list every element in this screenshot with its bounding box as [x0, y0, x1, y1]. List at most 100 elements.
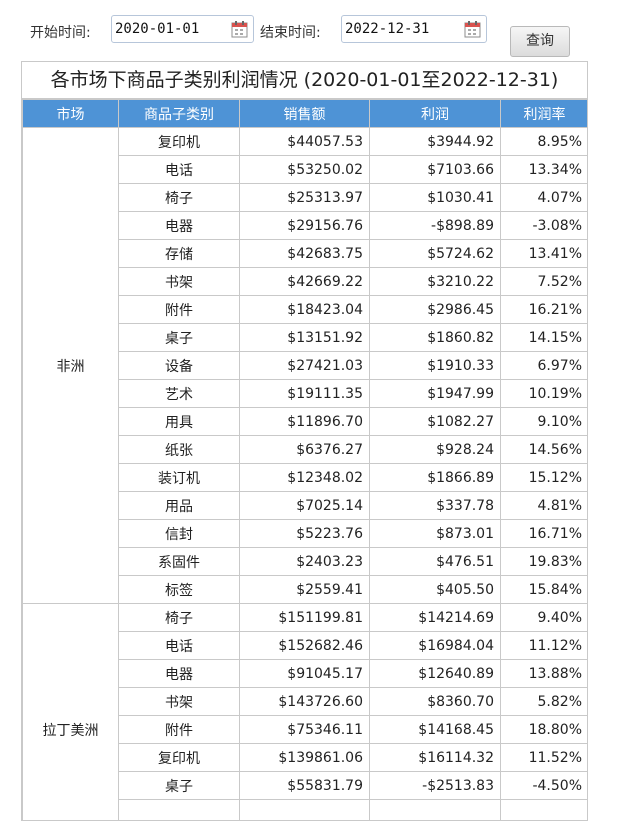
profit-cell: $14214.69	[370, 604, 501, 632]
profit-cell: $1910.33	[370, 352, 501, 380]
profit-cell: $1947.99	[370, 380, 501, 408]
subcategory-cell: 椅子	[119, 604, 240, 632]
margin-cell: 13.34%	[501, 156, 589, 184]
sales-cell: $55831.79	[240, 772, 370, 800]
column-header-subcategory: 商品子类别	[119, 100, 240, 128]
sales-cell: $18423.04	[240, 296, 370, 324]
sales-cell: $7025.14	[240, 492, 370, 520]
profit-cell: $405.50	[370, 576, 501, 604]
margin-cell: 9.10%	[501, 408, 589, 436]
subcategory-cell: 复印机	[119, 744, 240, 772]
sales-cell: $42683.75	[240, 240, 370, 268]
profit-cell: $3210.22	[370, 268, 501, 296]
profit-cell: $12640.89	[370, 660, 501, 688]
sales-cell: $151199.81	[240, 604, 370, 632]
column-header-profit: 利润	[370, 100, 501, 128]
sales-cell: $53250.02	[240, 156, 370, 184]
margin-cell: 13.88%	[501, 660, 589, 688]
subcategory-cell: 用品	[119, 492, 240, 520]
sales-cell: $2403.23	[240, 548, 370, 576]
subcategory-cell: 电话	[119, 632, 240, 660]
sales-cell: $11896.70	[240, 408, 370, 436]
sales-cell: $139861.06	[240, 744, 370, 772]
subcategory-cell: 附件	[119, 716, 240, 744]
margin-cell: 11.52%	[501, 744, 589, 772]
subcategory-cell: 桌子	[119, 324, 240, 352]
sales-cell: $91045.17	[240, 660, 370, 688]
query-button[interactable]: 查询	[510, 26, 570, 57]
sales-cell: $5223.76	[240, 520, 370, 548]
profit-cell: $16984.04	[370, 632, 501, 660]
subcategory-cell: 桌子	[119, 772, 240, 800]
profit-cell: $476.51	[370, 548, 501, 576]
subcategory-cell: 装订机	[119, 464, 240, 492]
column-header-market: 市场	[23, 100, 119, 128]
table-header-row: 市场 商品子类别 销售额 利润 利润率	[23, 100, 589, 128]
column-header-sales: 销售额	[240, 100, 370, 128]
subcategory-cell: 系固件	[119, 548, 240, 576]
profit-cell: $1082.27	[370, 408, 501, 436]
margin-cell: 4.81%	[501, 492, 589, 520]
sales-cell: $29156.76	[240, 212, 370, 240]
subcategory-cell: 信封	[119, 520, 240, 548]
margin-cell: 8.95%	[501, 128, 589, 156]
profit-cell: $8360.70	[370, 688, 501, 716]
end-date-label: 结束时间:	[260, 22, 321, 42]
profit-cell: $1866.89	[370, 464, 501, 492]
profit-cell: $2986.45	[370, 296, 501, 324]
profit-cell: $1030.41	[370, 184, 501, 212]
subcategory-cell: 标签	[119, 576, 240, 604]
subcategory-cell: 设备	[119, 352, 240, 380]
margin-cell: 7.52%	[501, 268, 589, 296]
profit-report: 各市场下商品子类别利润情况 (2020-01-01至2022-12-31) 市场…	[21, 61, 588, 821]
subcategory-cell: 电器	[119, 660, 240, 688]
margin-cell: 16.71%	[501, 520, 589, 548]
sales-cell: $12348.02	[240, 464, 370, 492]
subcategory-cell: 复印机	[119, 128, 240, 156]
margin-cell: 15.12%	[501, 464, 589, 492]
margin-cell: 11.12%	[501, 632, 589, 660]
profit-cell: $3944.92	[370, 128, 501, 156]
sales-cell: $42669.22	[240, 268, 370, 296]
margin-cell: -4.50%	[501, 772, 589, 800]
sales-cell: $2559.41	[240, 576, 370, 604]
sales-cell: $25313.97	[240, 184, 370, 212]
start-date-input[interactable]: 2020-01-01	[111, 15, 254, 43]
filter-bar: 开始时间: 2020-01-01 结束时间: 2022-12-31 查询	[0, 0, 620, 60]
subcategory-cell: 纸张	[119, 436, 240, 464]
sales-cell: $6376.27	[240, 436, 370, 464]
profit-cell: $928.24	[370, 436, 501, 464]
end-date-input[interactable]: 2022-12-31	[341, 15, 487, 43]
subcategory-cell: 书架	[119, 268, 240, 296]
market-cell: 非洲	[23, 128, 119, 604]
margin-cell: -3.08%	[501, 212, 589, 240]
profit-cell: $873.01	[370, 520, 501, 548]
subcategory-cell: 电话	[119, 156, 240, 184]
sales-cell: $152682.46	[240, 632, 370, 660]
profit-cell: $7103.66	[370, 156, 501, 184]
sales-cell: $44057.53	[240, 128, 370, 156]
subcategory-cell: 椅子	[119, 184, 240, 212]
margin-cell: 16.21%	[501, 296, 589, 324]
profit-table: 市场 商品子类别 销售额 利润 利润率 非洲复印机$44057.53$3944.…	[22, 99, 588, 821]
start-date-label: 开始时间:	[30, 22, 91, 42]
subcategory-cell: 电器	[119, 212, 240, 240]
profit-cell: $1860.82	[370, 324, 501, 352]
calendar-icon[interactable]	[464, 20, 481, 38]
sales-cell: $75346.11	[240, 716, 370, 744]
calendar-icon[interactable]	[231, 20, 248, 38]
sales-cell: $143726.60	[240, 688, 370, 716]
subcategory-cell: 附件	[119, 296, 240, 324]
profit-cell: $14168.45	[370, 716, 501, 744]
margin-cell: 6.97%	[501, 352, 589, 380]
profit-cell: $16114.32	[370, 744, 501, 772]
sales-cell: $19111.35	[240, 380, 370, 408]
profit-cell: -$2513.83	[370, 772, 501, 800]
margin-cell: 10.19%	[501, 380, 589, 408]
report-title: 各市场下商品子类别利润情况 (2020-01-01至2022-12-31)	[22, 62, 587, 99]
margin-cell: 15.84%	[501, 576, 589, 604]
subcategory-cell: 书架	[119, 688, 240, 716]
margin-cell: 5.82%	[501, 688, 589, 716]
